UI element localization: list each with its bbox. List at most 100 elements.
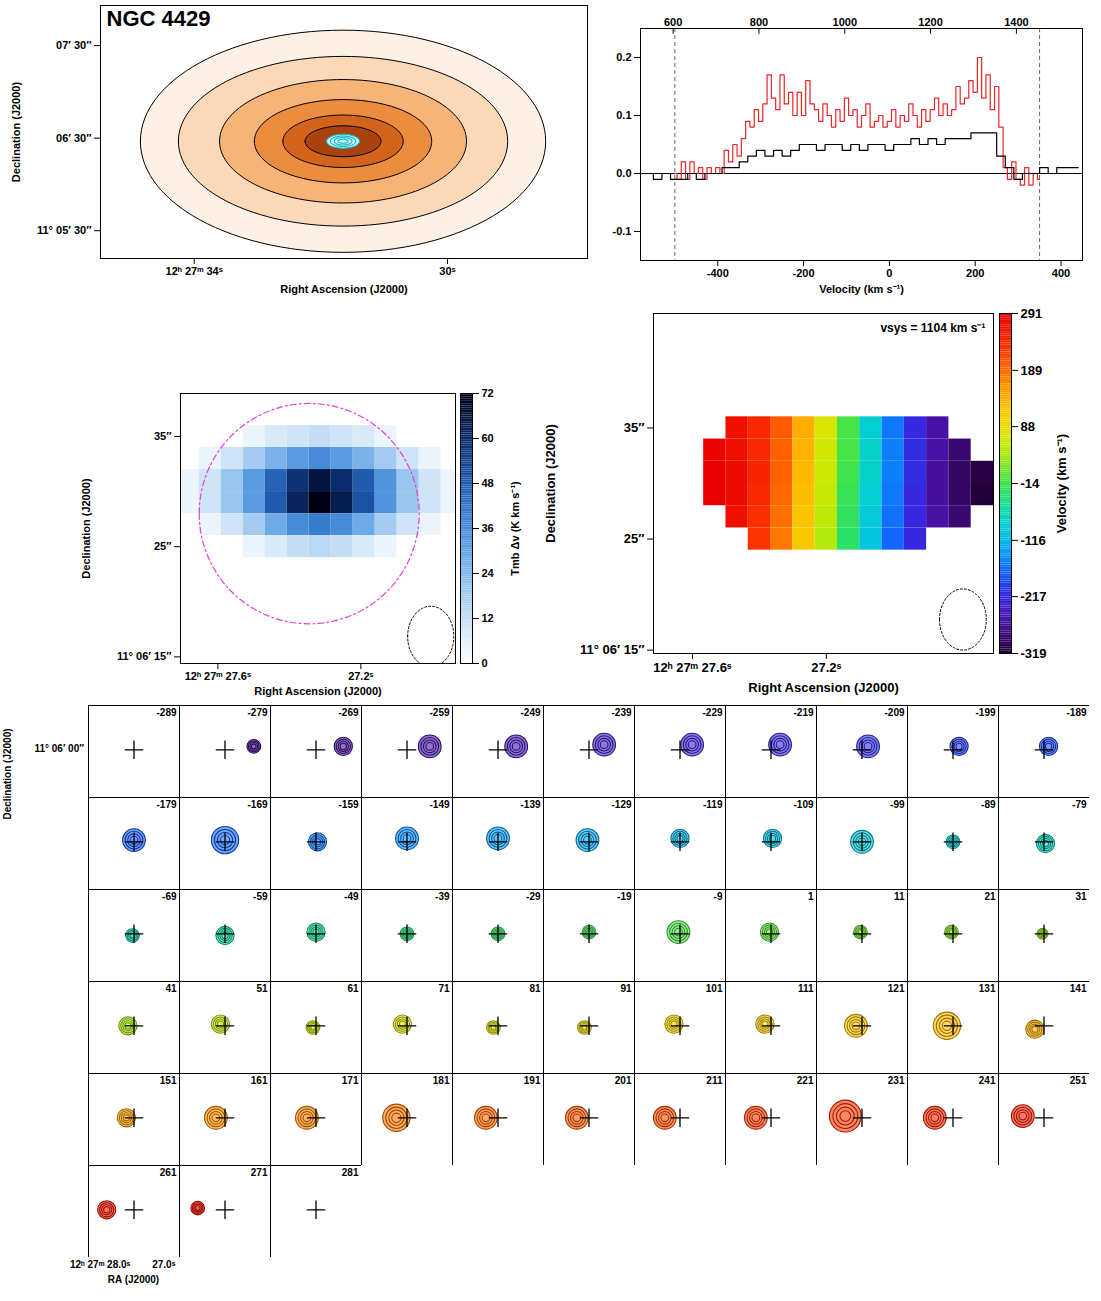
svg-text:-99: -99 — [890, 799, 905, 810]
svg-text:11: 11 — [894, 891, 905, 902]
svg-text:211: 211 — [706, 1075, 723, 1086]
svg-text:72: 72 — [482, 387, 494, 399]
svg-text:-29: -29 — [526, 891, 541, 902]
svg-text:60: 60 — [482, 432, 494, 444]
svg-text:121: 121 — [888, 983, 905, 994]
svg-text:281: 281 — [342, 1167, 359, 1178]
svg-text:25″: 25″ — [624, 531, 645, 546]
svg-text:191: 191 — [524, 1075, 541, 1086]
svg-text:0.0: 0.0 — [616, 167, 631, 179]
svg-text:-159: -159 — [338, 799, 358, 810]
svg-text:12ʰ 27ᵐ 27.6ˢ: 12ʰ 27ᵐ 27.6ˢ — [185, 670, 251, 682]
svg-text:201: 201 — [615, 1075, 632, 1086]
svg-text:-39: -39 — [435, 891, 450, 902]
svg-text:24: 24 — [482, 567, 495, 579]
svg-text:-217: -217 — [1021, 589, 1047, 604]
svg-text:12ʰ 27ᵐ 34ˢ: 12ʰ 27ᵐ 34ˢ — [166, 265, 223, 277]
svg-text:-259: -259 — [429, 707, 449, 718]
svg-text:12: 12 — [482, 612, 494, 624]
svg-text:-116: -116 — [1021, 533, 1046, 548]
svg-text:-109: -109 — [793, 799, 813, 810]
svg-text:-169: -169 — [247, 799, 267, 810]
svg-text:241: 241 — [979, 1075, 996, 1086]
svg-text:Declination (J2000): Declination (J2000) — [80, 478, 92, 579]
svg-text:-119: -119 — [703, 799, 723, 810]
svg-text:07′ 30″: 07′ 30″ — [56, 39, 92, 51]
svg-text:231: 231 — [888, 1075, 905, 1086]
svg-text:71: 71 — [438, 983, 450, 994]
svg-text:-79: -79 — [1072, 799, 1087, 810]
svg-text:vsys = 1104 km s⁻¹: vsys = 1104 km s⁻¹ — [880, 321, 985, 335]
svg-text:-189: -189 — [1066, 707, 1086, 718]
svg-text:51: 51 — [256, 983, 268, 994]
svg-text:88: 88 — [1021, 419, 1035, 434]
svg-text:25″: 25″ — [154, 540, 172, 552]
svg-text:06′ 30″: 06′ 30″ — [56, 132, 92, 144]
svg-text:251: 251 — [1070, 1075, 1087, 1086]
svg-text:-14: -14 — [1021, 476, 1041, 491]
svg-text:11° 06′ 15″: 11° 06′ 15″ — [117, 650, 172, 662]
svg-text:Declination (J2000): Declination (J2000) — [543, 424, 558, 543]
svg-text:400: 400 — [1052, 267, 1070, 279]
svg-text:27.2ˢ: 27.2ˢ — [811, 660, 841, 675]
svg-text:-9: -9 — [714, 891, 723, 902]
svg-text:-179: -179 — [156, 799, 176, 810]
svg-text:81: 81 — [529, 983, 541, 994]
svg-text:261: 261 — [160, 1167, 177, 1178]
svg-text:291: 291 — [1021, 306, 1043, 321]
svg-text:21: 21 — [984, 891, 996, 902]
svg-text:-319: -319 — [1021, 646, 1047, 661]
svg-text:1200: 1200 — [918, 16, 942, 28]
svg-text:-19: -19 — [617, 891, 632, 902]
svg-text:1400: 1400 — [1004, 16, 1028, 28]
svg-text:Right Ascension (J2000): Right Ascension (J2000) — [748, 680, 899, 695]
svg-text:35″: 35″ — [154, 430, 172, 442]
svg-text:-149: -149 — [429, 799, 449, 810]
svg-text:-229: -229 — [702, 707, 722, 718]
svg-text:0.1: 0.1 — [616, 109, 631, 121]
svg-text:0: 0 — [886, 267, 892, 279]
svg-text:181: 181 — [433, 1075, 450, 1086]
svg-text:12ʰ 27ᵐ 27.6ˢ: 12ʰ 27ᵐ 27.6ˢ — [653, 660, 732, 675]
svg-text:141: 141 — [1070, 983, 1087, 994]
svg-text:-139: -139 — [520, 799, 540, 810]
svg-text:0: 0 — [482, 657, 488, 669]
svg-text:800: 800 — [750, 16, 768, 28]
svg-text:-199: -199 — [975, 707, 995, 718]
svg-text:Right Ascension (J2000): Right Ascension (J2000) — [254, 685, 382, 697]
svg-text:35″: 35″ — [624, 420, 645, 435]
svg-text:11° 06′ 15″: 11° 06′ 15″ — [580, 642, 644, 657]
svg-text:131: 131 — [979, 983, 996, 994]
svg-text:Declination (J2000): Declination (J2000) — [10, 82, 22, 183]
svg-text:-0.1: -0.1 — [613, 225, 632, 237]
svg-text:Velocity (km s⁻¹): Velocity (km s⁻¹) — [819, 283, 904, 295]
svg-text:-289: -289 — [156, 707, 176, 718]
svg-text:Right Ascension (J2000): Right Ascension (J2000) — [280, 283, 408, 295]
svg-text:151: 151 — [160, 1075, 177, 1086]
svg-text:-279: -279 — [247, 707, 267, 718]
svg-text:101: 101 — [706, 983, 723, 994]
svg-text:-129: -129 — [611, 799, 631, 810]
svg-text:271: 271 — [251, 1167, 268, 1178]
svg-text:61: 61 — [347, 983, 359, 994]
svg-text:11° 05′ 30″: 11° 05′ 30″ — [37, 224, 92, 236]
svg-text:-49: -49 — [344, 891, 359, 902]
svg-text:600: 600 — [664, 16, 682, 28]
svg-text:-249: -249 — [520, 707, 540, 718]
svg-text:-200: -200 — [793, 267, 815, 279]
svg-text:NGC 4429: NGC 4429 — [107, 6, 211, 31]
svg-text:-269: -269 — [338, 707, 358, 718]
svg-text:31: 31 — [1075, 891, 1087, 902]
svg-text:48: 48 — [482, 477, 494, 489]
svg-text:30ˢ: 30ˢ — [439, 265, 455, 277]
svg-text:1: 1 — [808, 891, 814, 902]
svg-text:91: 91 — [620, 983, 632, 994]
svg-text:-209: -209 — [884, 707, 904, 718]
svg-text:Velocity (km s⁻¹): Velocity (km s⁻¹) — [1054, 434, 1069, 533]
svg-text:-239: -239 — [611, 707, 631, 718]
svg-text:171: 171 — [342, 1075, 359, 1086]
svg-text:161: 161 — [251, 1075, 268, 1086]
svg-text:Tmb Δv (K km s⁻¹): Tmb Δv (K km s⁻¹) — [509, 481, 521, 576]
svg-text:36: 36 — [482, 522, 494, 534]
svg-text:-400: -400 — [707, 267, 729, 279]
